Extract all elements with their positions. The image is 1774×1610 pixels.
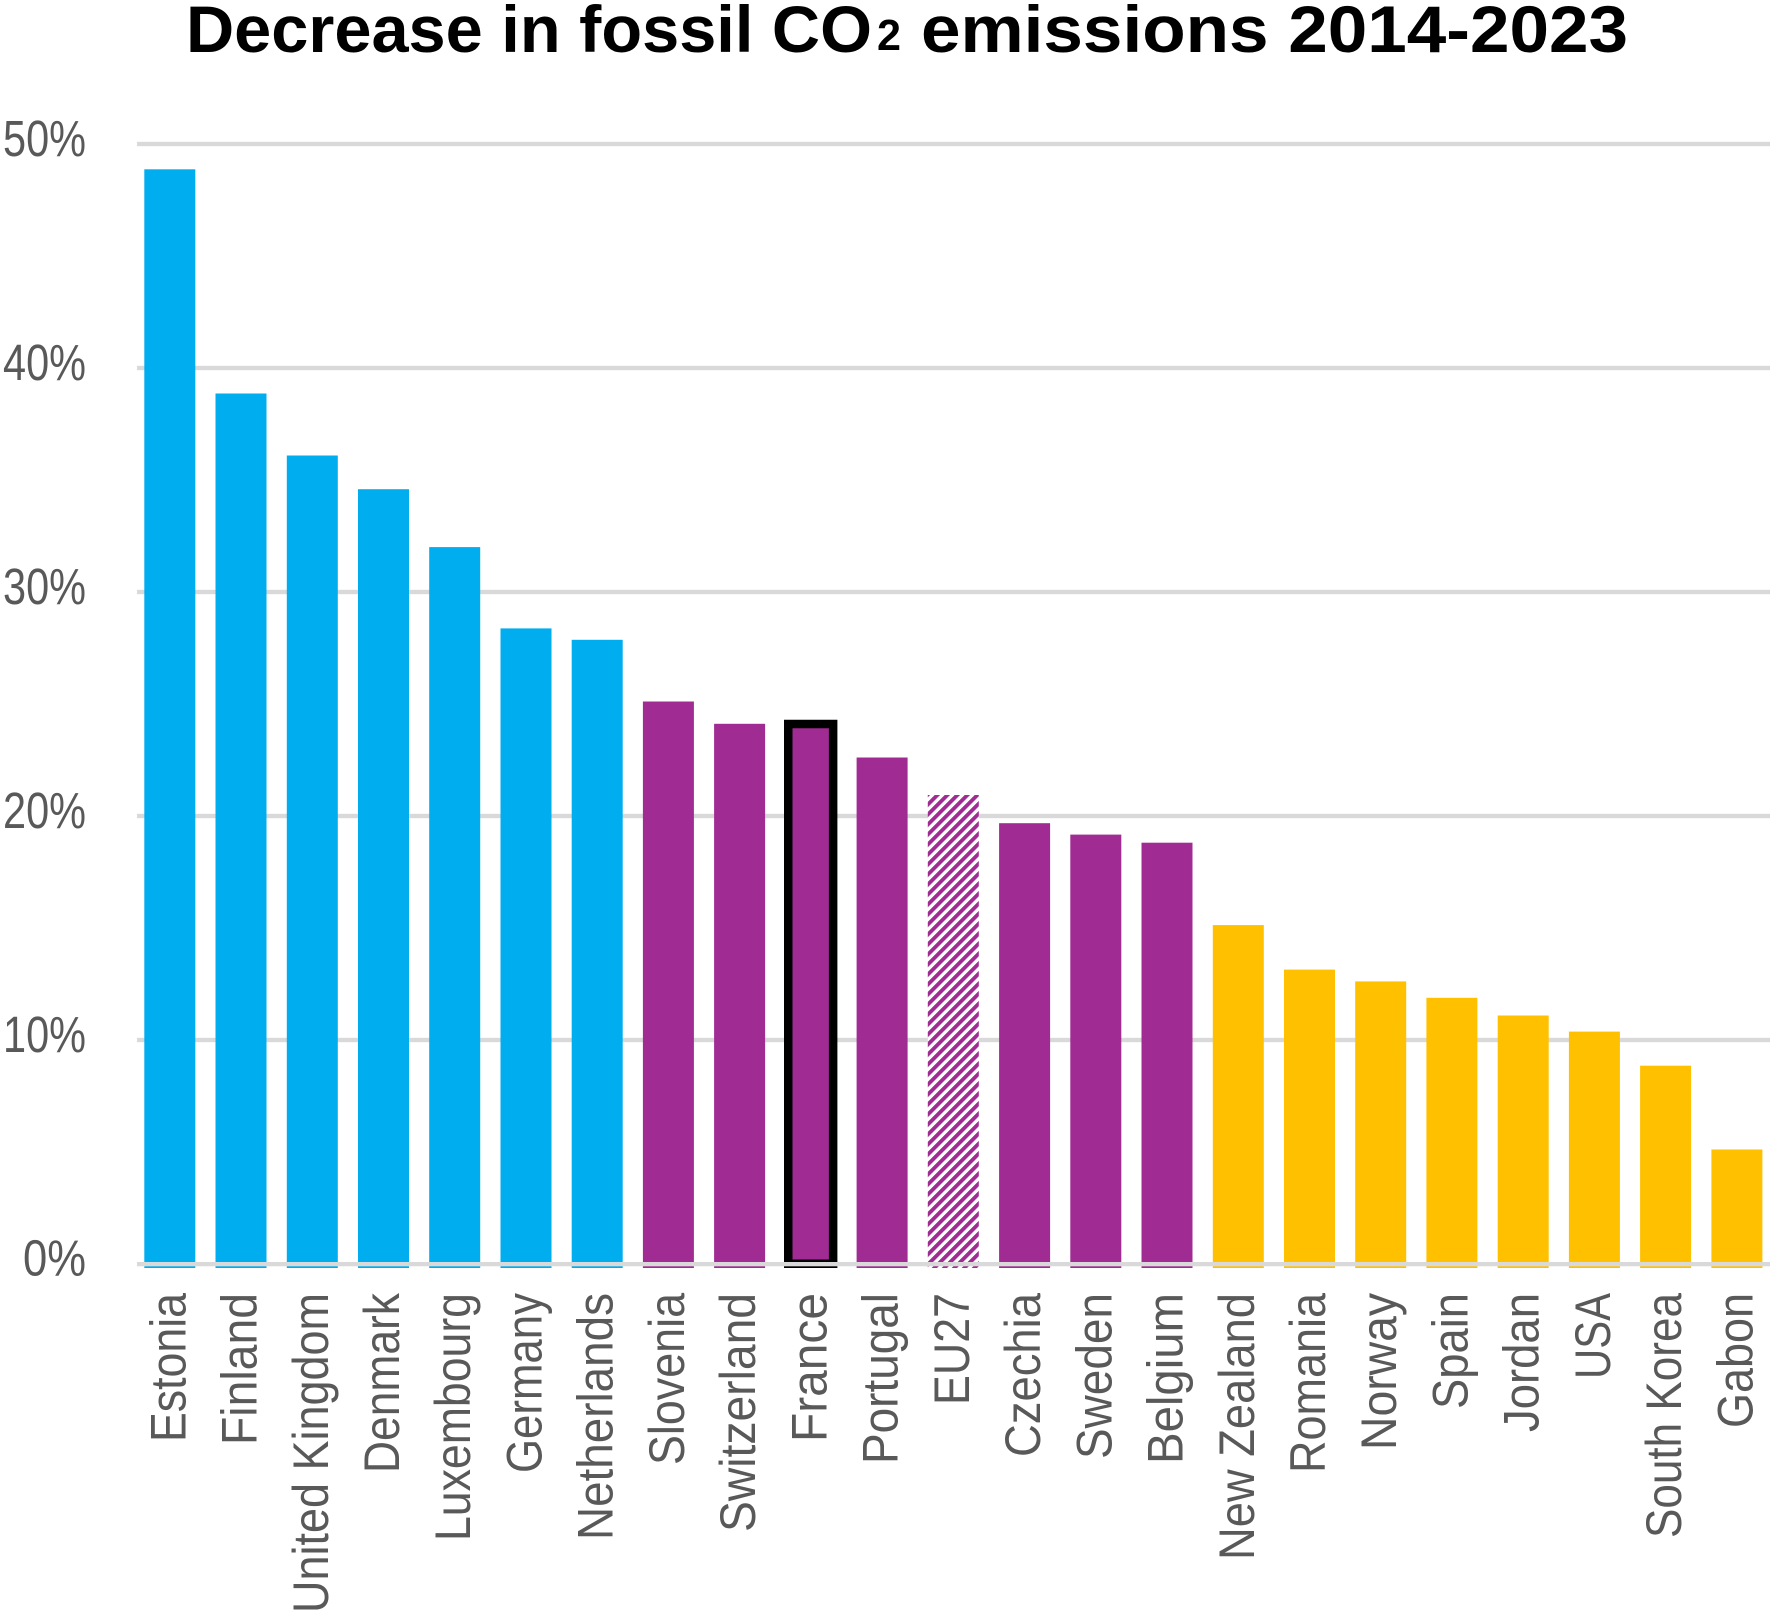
svg-text:Portugal: Portugal	[853, 1293, 909, 1464]
svg-text:Denmark: Denmark	[354, 1292, 410, 1473]
svg-text:10%: 10%	[3, 1006, 86, 1063]
svg-text:20%: 20%	[3, 782, 86, 839]
svg-text:Czechia: Czechia	[995, 1293, 1051, 1457]
svg-text:Belgium: Belgium	[1138, 1293, 1194, 1464]
svg-text:emissions 2014-2023: emissions 2014-2023	[921, 0, 1628, 66]
svg-text:France: France	[781, 1293, 837, 1442]
svg-text:EU27: EU27	[924, 1293, 980, 1405]
svg-text:Germany: Germany	[497, 1293, 553, 1473]
svg-text:Finland: Finland	[212, 1293, 268, 1445]
svg-text:Luxembourg: Luxembourg	[425, 1293, 481, 1541]
svg-text:Estonia: Estonia	[140, 1293, 196, 1442]
svg-text:United Kingdom: United Kingdom	[283, 1293, 339, 1610]
svg-text:Jordan: Jordan	[1494, 1293, 1550, 1432]
svg-text:50%: 50%	[3, 110, 86, 167]
svg-text:Norway: Norway	[1351, 1293, 1407, 1450]
svg-text:Netherlands: Netherlands	[568, 1293, 624, 1540]
svg-text:Romania: Romania	[1280, 1293, 1336, 1473]
svg-text:2: 2	[877, 11, 901, 60]
svg-text:Gabon: Gabon	[1707, 1293, 1763, 1428]
svg-text:Slovenia: Slovenia	[639, 1293, 695, 1465]
svg-text:USA: USA	[1565, 1292, 1621, 1379]
svg-text:Decrease in fossil CO: Decrease in fossil CO	[186, 0, 872, 66]
svg-text:Switzerland: Switzerland	[710, 1293, 766, 1532]
svg-text:Spain: Spain	[1422, 1293, 1478, 1409]
svg-text:30%: 30%	[3, 558, 86, 615]
svg-text:New Zealand: New Zealand	[1209, 1293, 1265, 1560]
svg-text:0%: 0%	[23, 1230, 86, 1287]
svg-text:Sweden: Sweden	[1066, 1293, 1122, 1459]
svg-text:South Korea: South Korea	[1636, 1293, 1692, 1538]
svg-text:40%: 40%	[3, 334, 86, 391]
